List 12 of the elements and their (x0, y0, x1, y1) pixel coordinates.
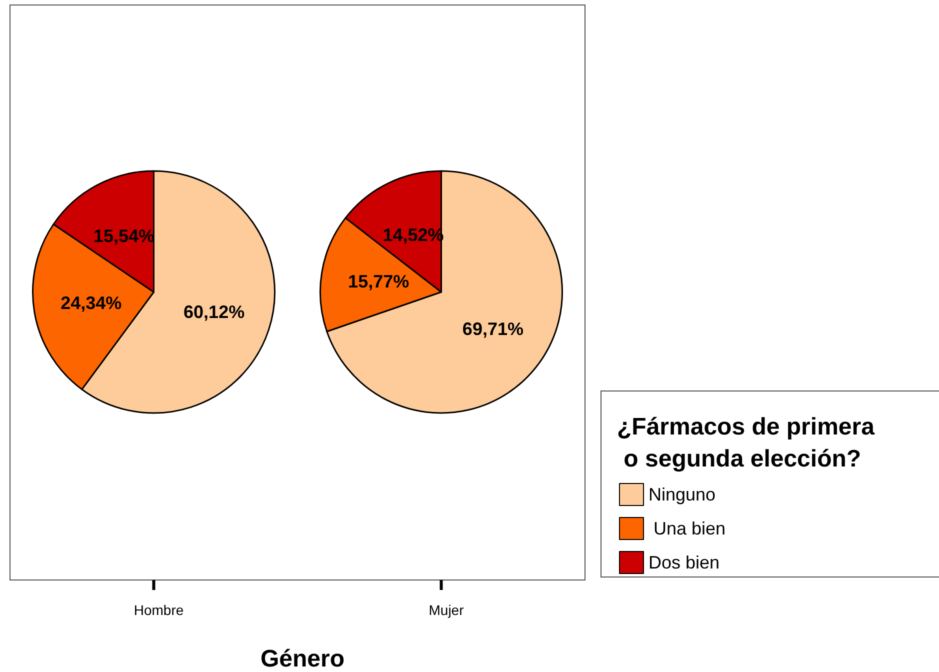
legend-label: Una bien (648, 518, 726, 538)
legend-title: ¿Fármacos de primera o segunda elección? (617, 414, 876, 472)
data-label: 24,34% (60, 292, 122, 313)
legend-label: Dos bien (648, 552, 720, 572)
legend-label: Ninguno (648, 484, 716, 504)
data-label: 15,54% (93, 226, 154, 246)
slice-label: Hombre (134, 602, 184, 618)
data-label: 60,12% (184, 302, 245, 322)
data-label: 15,77% (348, 272, 410, 292)
text: Género (260, 646, 345, 672)
data-label: 69,71% (462, 318, 524, 339)
slice-label: Mujer (428, 602, 464, 618)
